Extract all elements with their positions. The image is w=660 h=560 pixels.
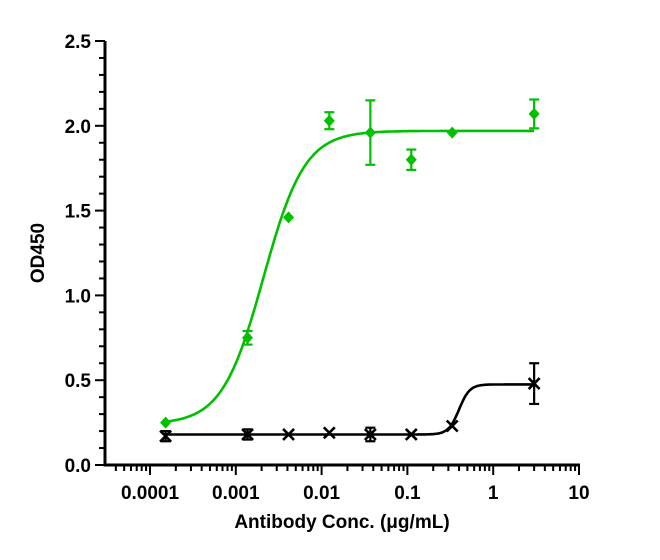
x-axis-label: Antibody Conc. (μg/mL): [234, 512, 449, 533]
data-point: [323, 114, 335, 127]
data-point: [322, 426, 336, 440]
y-tick-label: 2.5: [65, 32, 92, 53]
data-point: [363, 428, 377, 441]
x-tick-label: 0.01: [303, 483, 340, 504]
data-point: [159, 429, 173, 443]
plot-area: [159, 98, 541, 443]
x-tick-label: 0.1: [394, 483, 421, 504]
x-tick-label: 10: [568, 483, 589, 504]
x-tick-label: 1: [488, 483, 499, 504]
y-tick-label: 0.5: [65, 371, 92, 392]
data-point: [242, 331, 254, 344]
data-point: [528, 107, 540, 120]
data-point: [282, 428, 295, 441]
data-point: [405, 153, 417, 166]
x-tick-label: 0.0001: [121, 483, 180, 504]
data-point: [283, 211, 295, 224]
fit-curve: [165, 383, 535, 436]
series-0: [160, 98, 540, 429]
y-tick-label: 2.0: [65, 117, 91, 138]
data-point: [527, 377, 541, 391]
fit-curve: [165, 129, 535, 423]
data-point: [446, 126, 458, 139]
data-point: [241, 428, 254, 441]
x-tick-label: 0.001: [212, 483, 260, 504]
series-1: [159, 362, 541, 443]
data-point: [364, 126, 376, 139]
y-tick-label: 0.0: [65, 456, 91, 477]
y-axis-label: OD450: [28, 223, 49, 283]
axes: 0.0 0.5 1.0 1.5 2.0 2.5 0.0001 0.001 0.01 0.1 1 10: [65, 32, 590, 504]
data-point: [445, 419, 459, 433]
data-point: [160, 416, 172, 429]
y-tick-label: 1.5: [65, 202, 92, 223]
data-point: [404, 428, 418, 441]
y-tick-label: 1.0: [65, 286, 91, 307]
